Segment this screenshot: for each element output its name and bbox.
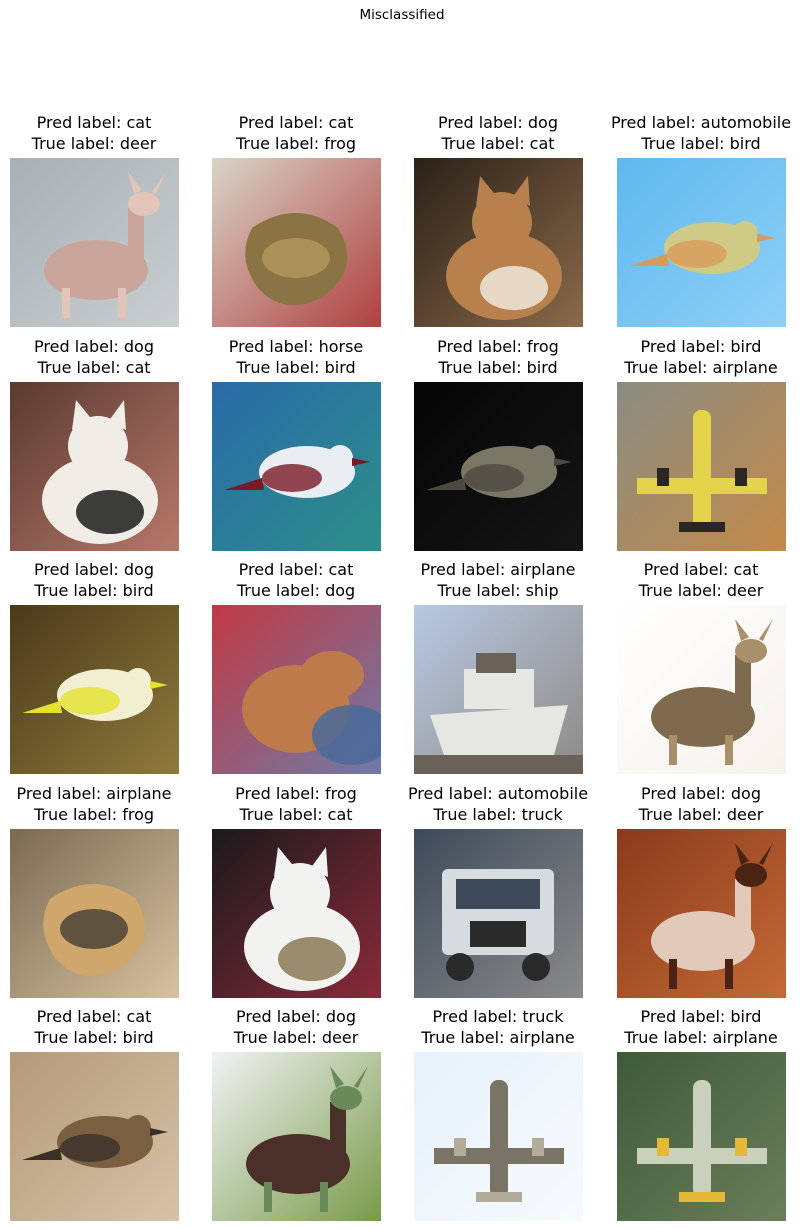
pred-label: Pred label: horse [228, 337, 364, 356]
pred-label: Pred label: cat [36, 113, 152, 132]
sample-image [414, 829, 583, 998]
pred-label: Pred label: dog [641, 784, 761, 803]
sample-image [10, 605, 179, 774]
true-label: True label: deer [638, 805, 764, 824]
true-label: True label: frog [33, 805, 155, 824]
sample-image [10, 1052, 179, 1221]
pred-label: Pred label: cat [238, 560, 354, 579]
true-label: True label: airplane [421, 1028, 575, 1047]
sample-image [414, 158, 583, 327]
true-label: True label: deer [233, 1028, 359, 1047]
true-label: True label: cat [441, 134, 555, 153]
figure-suptitle: Misclassified [359, 7, 445, 23]
true-label: True label: frog [235, 134, 357, 153]
pred-label: Pred label: cat [36, 1007, 152, 1026]
pred-label: Pred label: dog [236, 1007, 356, 1026]
true-label: True label: deer [638, 581, 764, 600]
sample-image [414, 605, 583, 774]
sample-image [212, 605, 381, 774]
sample-image [617, 158, 786, 327]
pred-label: Pred label: automobile [610, 113, 792, 132]
sample-image [617, 605, 786, 774]
true-label: True label: ship [437, 581, 559, 600]
true-label: True label: dog [236, 581, 356, 600]
true-label: True label: bird [34, 1028, 154, 1047]
true-label: True label: bird [236, 358, 356, 377]
pred-label: Pred label: frog [235, 784, 357, 803]
pred-label: Pred label: cat [238, 113, 354, 132]
pred-label: Pred label: cat [643, 560, 759, 579]
sample-image [10, 158, 179, 327]
sample-image [414, 1052, 583, 1221]
sample-image [617, 1052, 786, 1221]
pred-label: Pred label: bird [640, 337, 762, 356]
sample-image [617, 829, 786, 998]
pred-label: Pred label: truck [432, 1007, 564, 1026]
pred-label: Pred label: airplane [16, 784, 172, 803]
pred-label: Pred label: dog [34, 560, 154, 579]
sample-image [212, 382, 381, 551]
sample-image [212, 829, 381, 998]
true-label: True label: cat [239, 805, 353, 824]
true-label: True label: bird [641, 134, 761, 153]
pred-label: Pred label: dog [34, 337, 154, 356]
true-label: True label: airplane [624, 1028, 778, 1047]
true-label: True label: bird [438, 358, 558, 377]
sample-image [212, 1052, 381, 1221]
true-label: True label: cat [37, 358, 151, 377]
true-label: True label: bird [34, 581, 154, 600]
pred-label: Pred label: airplane [420, 560, 576, 579]
sample-image [10, 382, 179, 551]
sample-image [212, 158, 381, 327]
sample-image [617, 382, 786, 551]
pred-label: Pred label: bird [640, 1007, 762, 1026]
sample-image [414, 382, 583, 551]
pred-label: Pred label: dog [438, 113, 558, 132]
pred-label: Pred label: automobile [407, 784, 589, 803]
pred-label: Pred label: frog [437, 337, 559, 356]
true-label: True label: deer [31, 134, 157, 153]
true-label: True label: truck [433, 805, 563, 824]
sample-image [10, 829, 179, 998]
true-label: True label: airplane [624, 358, 778, 377]
